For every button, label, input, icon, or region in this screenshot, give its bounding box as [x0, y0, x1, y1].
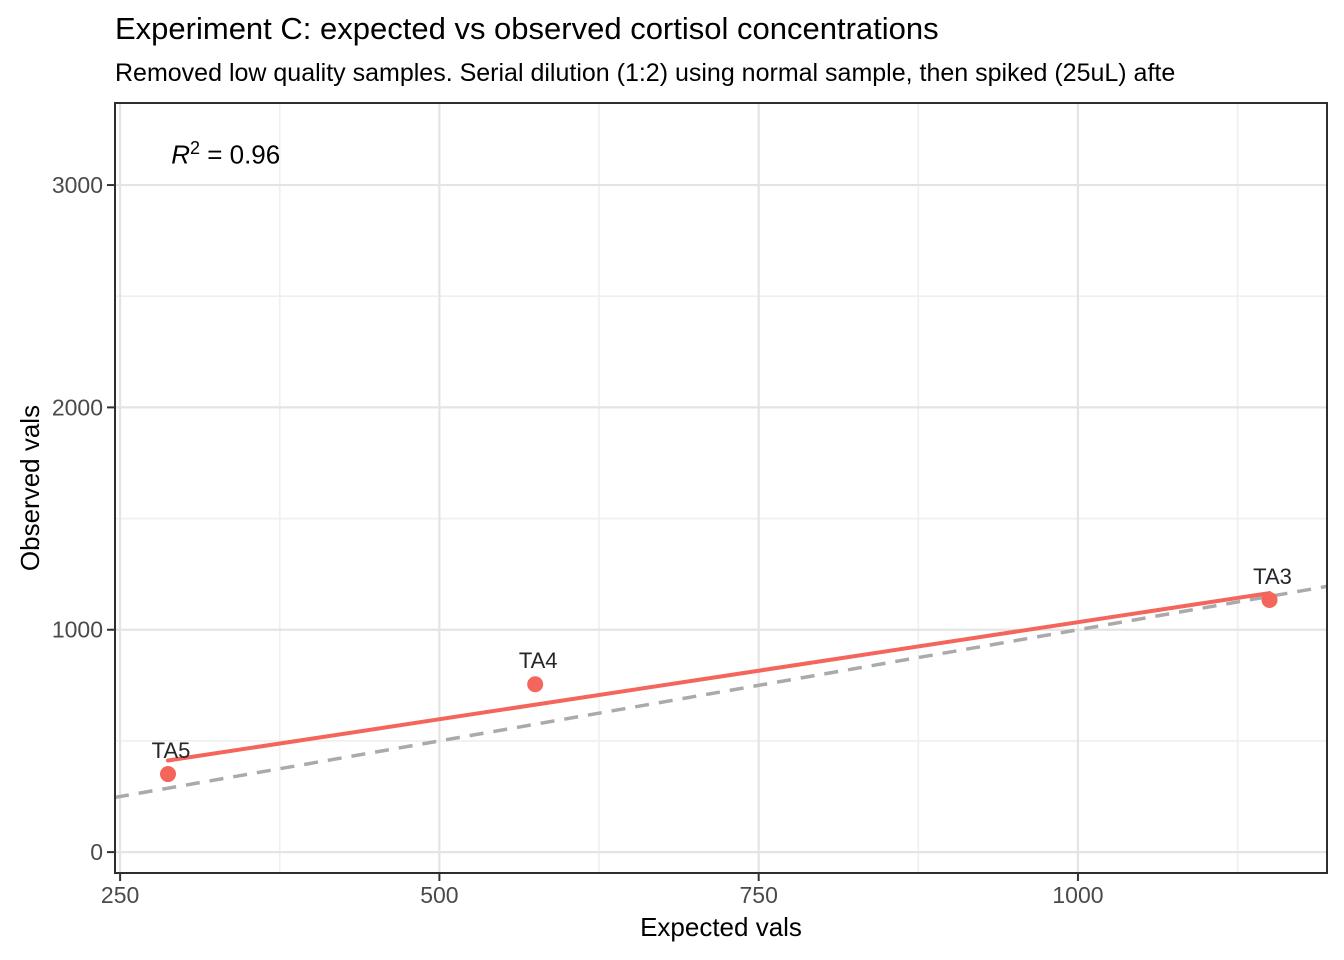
x-tick-label: 750: [739, 882, 777, 908]
y-tick-label: 1000: [52, 617, 103, 643]
regression-line: [166, 591, 1272, 763]
x-tick-label: 1000: [1052, 882, 1103, 908]
panel-border: [114, 102, 1328, 874]
data-point-label: TA4: [519, 648, 558, 673]
data-point: [160, 766, 177, 783]
r-squared-exponent: 2: [189, 138, 200, 159]
data-point: [527, 676, 544, 693]
lines-group: [115, 584, 1327, 800]
r-squared-value: = 0.96: [199, 140, 281, 171]
x-tick-label: 500: [420, 882, 458, 908]
y-tick-label: 2000: [52, 394, 103, 420]
data-point-label: TA3: [1253, 564, 1292, 589]
panel-background: [115, 103, 1327, 873]
r-squared-annotation: R2 = 0.96: [171, 138, 280, 171]
y-tick-label: 0: [90, 839, 103, 865]
chart-title: Experiment C: expected vs observed corti…: [115, 11, 939, 46]
x-tick-label: 250: [101, 882, 139, 908]
identity-dashed-line: [115, 584, 1327, 800]
r-squared-symbol: R: [171, 140, 190, 171]
data-point-label: TA5: [152, 738, 191, 763]
x-axis-title: Expected vals: [640, 912, 802, 942]
y-tick-label: 3000: [52, 172, 103, 198]
y-axis-title: Observed vals: [15, 404, 45, 572]
chart-subtitle: Removed low quality samples. Serial dilu…: [115, 59, 1176, 87]
data-point: [1261, 591, 1278, 608]
